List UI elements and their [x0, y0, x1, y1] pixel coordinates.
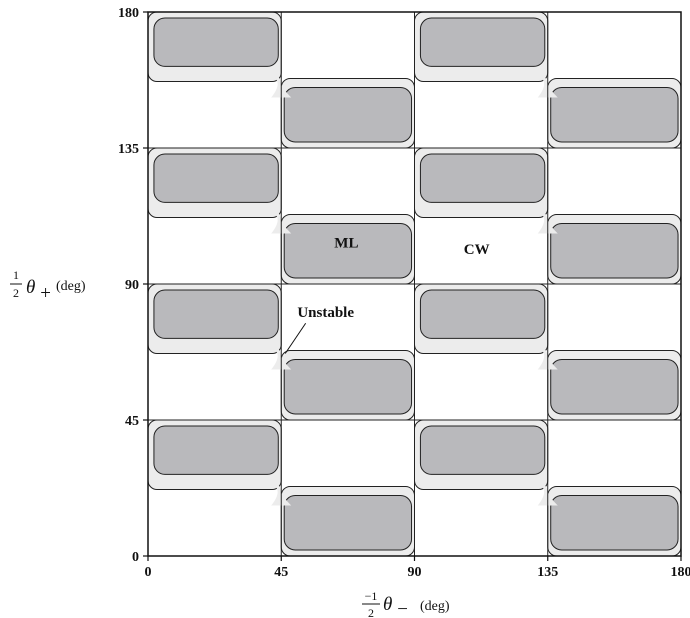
x-axis-symbol: θ	[383, 594, 392, 615]
region-connector	[271, 475, 292, 506]
gridlines-layer	[148, 12, 681, 556]
x-tick-label: 0	[145, 565, 152, 580]
x-axis-fraction-denominator: 2	[368, 606, 374, 618]
annotation-label: Unstable	[297, 305, 354, 321]
x-axis-unit: (deg)	[420, 599, 450, 614]
annotation-label: ML	[334, 236, 358, 252]
y-tick-label: 0	[132, 550, 139, 565]
stable-region-inner	[153, 289, 279, 339]
y-axis-fraction-denominator: 2	[13, 286, 19, 300]
x-tick-label: 180	[671, 565, 690, 580]
region-connector	[537, 339, 558, 370]
ticks-layer: 0 45 90 135 180 0 45 90 135 180	[118, 6, 690, 580]
y-tick-label: 180	[118, 6, 139, 21]
stable-region-inner	[283, 223, 413, 279]
stable-region-inner	[550, 223, 679, 279]
stable-region-inner	[283, 87, 413, 143]
region-connector	[537, 475, 558, 506]
x-tick-label: 135	[537, 565, 558, 580]
stable-region-inner	[153, 153, 279, 203]
x-axis-subscript: −	[396, 599, 409, 618]
stable-region-inner	[550, 495, 679, 551]
x-axis-fraction-numerator: −1	[365, 589, 378, 603]
x-axis-label: −1 2 θ − (deg)	[362, 589, 450, 618]
region-connector	[537, 203, 558, 234]
y-axis-unit: (deg)	[56, 279, 86, 294]
x-tick-label: 45	[274, 565, 288, 580]
stable-region-inner	[550, 87, 679, 143]
y-tick-label: 45	[125, 414, 139, 429]
annotation-pointer-line	[284, 322, 307, 354]
stable-region-inner	[419, 425, 546, 475]
stable-region-inner	[283, 495, 413, 551]
annotation-label: CW	[464, 242, 490, 258]
stable-region-inner	[153, 425, 279, 475]
annotations-layer: ML CW Unstable	[284, 236, 490, 354]
region-connector	[271, 203, 292, 234]
y-axis-fraction-numerator: 1	[13, 268, 19, 282]
y-tick-label: 90	[125, 278, 139, 293]
y-axis-symbol: θ	[26, 277, 35, 298]
region-connector	[271, 67, 292, 98]
regions-layer	[147, 11, 682, 557]
region-connector	[271, 339, 292, 370]
y-axis-label: 1 2 θ + (deg)	[10, 268, 86, 304]
stable-region-inner	[419, 17, 546, 67]
region-connector	[537, 67, 558, 98]
y-axis-subscript: +	[39, 283, 52, 304]
stable-region-inner	[550, 359, 679, 415]
stable-region-inner	[419, 289, 546, 339]
stable-region-inner	[283, 359, 413, 415]
y-tick-label: 135	[118, 142, 139, 157]
stable-region-inner	[419, 153, 546, 203]
stable-region-inner	[153, 17, 279, 67]
x-tick-label: 90	[408, 565, 422, 580]
